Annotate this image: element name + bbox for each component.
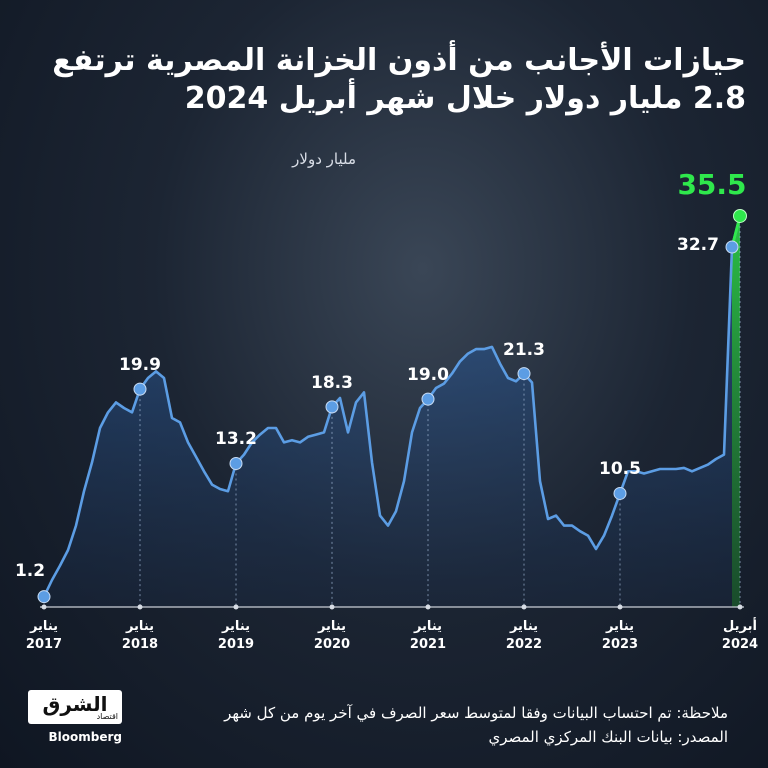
value-label: 10.5	[599, 459, 641, 480]
value-label: 21.3	[503, 339, 545, 360]
logo-sub: اقتصاد	[96, 712, 118, 721]
highlight-area	[732, 215, 740, 607]
tick-mark	[521, 604, 527, 610]
x-tick-label: يناير 2023	[601, 619, 639, 652]
data-point	[325, 400, 339, 414]
data-point	[517, 367, 531, 381]
value-label: 32.7	[677, 235, 719, 256]
x-tick-label: يناير 2018	[121, 619, 159, 652]
value-label: 18.3	[311, 372, 353, 393]
x-tick-label: يناير 2019	[217, 619, 255, 652]
data-point	[37, 590, 51, 604]
area-fill	[44, 247, 732, 607]
value-label: 35.5	[677, 167, 747, 201]
value-label: 1.2	[14, 560, 46, 581]
data-point	[613, 486, 627, 500]
x-tick-label: يناير 2022	[505, 619, 543, 652]
tick-mark	[137, 604, 143, 610]
logo-name: الشرق	[42, 692, 108, 716]
data-point	[229, 456, 243, 470]
source: المصدر: بيانات البنك المركزي المصري	[488, 728, 728, 746]
note: ملاحظة: تم احتساب البيانات وفقا لمتوسط س…	[224, 704, 728, 722]
tick-mark	[329, 604, 335, 610]
unit-label: مليار دولار	[292, 150, 356, 168]
data-point	[725, 240, 739, 254]
chart-title: حيازات الأجانب من أذون الخزانة المصرية ت…	[52, 43, 746, 116]
tick-mark	[425, 604, 431, 610]
logo-box	[28, 690, 122, 724]
tick-mark	[737, 604, 743, 610]
tick-mark	[233, 604, 239, 610]
value-label: 13.2	[215, 429, 257, 450]
x-tick-label: يناير 2017	[25, 619, 63, 652]
value-label: 19.9	[119, 355, 161, 376]
value-label: 19.0	[407, 365, 449, 386]
data-point	[133, 382, 147, 396]
logo-partner: Bloomberg	[48, 730, 123, 744]
data-line	[42, 215, 742, 598]
x-tick-label: يناير 2021	[409, 619, 447, 652]
x-tick-label: أبريل 2024	[721, 619, 759, 652]
data-point	[421, 392, 435, 406]
tick-mark	[41, 604, 47, 610]
tick-mark	[617, 604, 623, 610]
logo: الشرق اقتصاد Bloomberg	[14, 690, 122, 750]
data-point	[733, 208, 747, 223]
x-tick-label: يناير 2020	[313, 619, 351, 652]
